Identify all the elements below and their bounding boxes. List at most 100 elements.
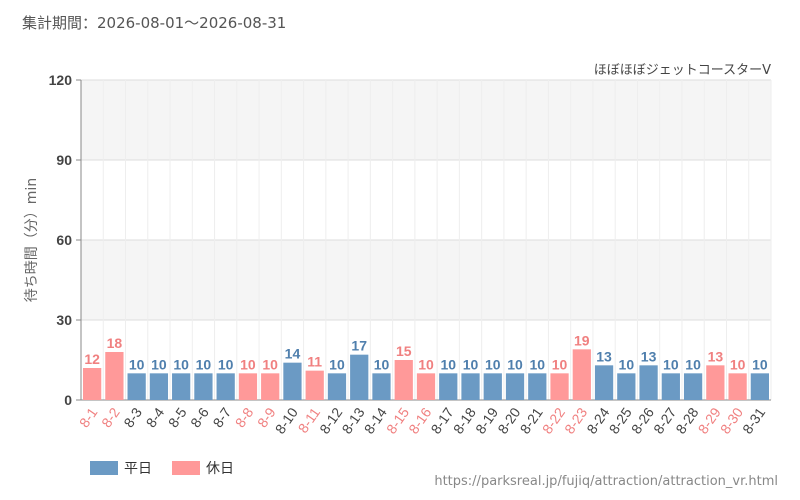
x-tick-label: 8-6 (187, 404, 212, 430)
x-tick-label: 8-15 (383, 404, 412, 436)
bar-value-label: 10 (730, 356, 746, 372)
x-tick-label: 8-18 (450, 404, 479, 436)
bar (149, 373, 169, 400)
bar (283, 362, 302, 400)
bar-value-label: 10 (663, 356, 679, 372)
x-tick-label: 8-29 (695, 404, 724, 436)
bar-value-label: 13 (641, 348, 657, 364)
x-tick-label: 8-16 (405, 404, 434, 436)
bar (394, 360, 413, 400)
bar (350, 354, 369, 400)
legend: 平日 休日 (90, 458, 254, 478)
x-tick-label: 8-7 (209, 404, 234, 430)
bar (572, 349, 591, 400)
bar (728, 373, 747, 400)
plot-band (81, 80, 771, 160)
bar-value-label: 10 (262, 356, 278, 372)
y-tick-label: 90 (56, 152, 72, 168)
bar-value-label: 10 (752, 356, 768, 372)
bar (661, 373, 680, 400)
bar (372, 373, 391, 400)
x-tick-label: 8-5 (165, 404, 190, 430)
bar (483, 373, 502, 400)
x-tick-label: 8-23 (561, 404, 590, 436)
bar (172, 373, 191, 400)
bar (750, 373, 769, 400)
x-tick-label: 8-14 (361, 404, 390, 436)
legend-label-weekday: 平日 (124, 461, 152, 477)
y-tick-label: 0 (64, 392, 72, 408)
bar (461, 373, 480, 400)
bar-value-label: 10 (151, 356, 167, 372)
bar-value-label: 13 (708, 348, 724, 364)
x-tick-label: 8-20 (494, 404, 523, 436)
x-tick-label: 8-21 (517, 404, 546, 436)
bar (550, 373, 569, 400)
x-tick-label: 8-27 (650, 404, 679, 436)
bar (261, 373, 280, 400)
bar (617, 373, 636, 400)
bar-value-label: 10 (463, 356, 479, 372)
x-tick-label: 8-10 (272, 404, 301, 436)
bar-value-label: 10 (374, 356, 390, 372)
x-tick-label: 8-2 (98, 404, 123, 430)
bar-value-label: 14 (285, 346, 301, 362)
bar-value-label: 10 (440, 356, 456, 372)
bar-value-label: 10 (530, 356, 546, 372)
y-tick-label: 30 (56, 312, 72, 328)
x-tick-label: 8-4 (143, 404, 168, 430)
bar (194, 373, 213, 400)
bar-value-label: 10 (685, 356, 701, 372)
bar (439, 373, 458, 400)
legend-swatch-holiday (172, 461, 200, 475)
legend-item-weekday: 平日 (90, 458, 152, 478)
bar-value-label: 10 (552, 356, 568, 372)
bar-value-label: 11 (307, 354, 322, 370)
bar-value-label: 10 (619, 356, 635, 372)
bar (105, 352, 124, 400)
x-tick-label: 8-22 (539, 404, 568, 436)
plot-band (81, 240, 771, 320)
bar-value-label: 10 (485, 356, 501, 372)
bar-value-label: 10 (218, 356, 234, 372)
bar-value-label: 19 (574, 332, 590, 348)
x-tick-label: 8-28 (672, 404, 701, 436)
x-tick-label: 8-13 (338, 404, 367, 436)
bar (683, 373, 703, 400)
bar-value-label: 15 (396, 343, 412, 359)
bar (216, 373, 235, 400)
bar-value-label: 12 (84, 351, 100, 367)
x-tick-label: 8-26 (628, 404, 657, 436)
x-tick-label: 8-11 (295, 404, 324, 435)
bar-value-label: 10 (240, 356, 256, 372)
bar (238, 373, 258, 400)
source-url[interactable]: https://parksreal.jp/fujiq/attraction/at… (434, 474, 778, 489)
bar-value-label: 17 (351, 338, 367, 354)
x-tick-label: 8-25 (606, 404, 635, 436)
bar (505, 373, 525, 400)
x-tick-label: 8-30 (717, 404, 746, 436)
bar-value-label: 10 (173, 356, 189, 372)
y-axis-label: 待ち時間（分）min (24, 178, 40, 302)
bar-value-label: 13 (596, 348, 612, 364)
x-tick-label: 8-3 (120, 404, 145, 430)
bar-value-label: 10 (507, 356, 523, 372)
x-tick-label: 8-31 (739, 404, 768, 436)
bar (83, 368, 102, 400)
bar-value-label: 10 (129, 356, 145, 372)
chart-title: ほぼほぼジェットコースターV (594, 63, 771, 78)
bar (639, 365, 658, 400)
legend-swatch-weekday (90, 461, 118, 475)
y-tick-label: 60 (56, 232, 72, 248)
bar-value-label: 10 (329, 356, 345, 372)
bar (327, 373, 347, 400)
x-tick-label: 8-12 (316, 404, 345, 436)
x-tick-label: 8-24 (583, 404, 612, 436)
y-tick-label: 120 (49, 72, 73, 88)
x-tick-label: 8-1 (76, 404, 101, 430)
legend-label-holiday: 休日 (206, 461, 234, 477)
bar-value-label: 10 (196, 356, 212, 372)
bar (594, 365, 614, 400)
bar (528, 373, 547, 400)
bar-value-label: 10 (418, 356, 434, 372)
